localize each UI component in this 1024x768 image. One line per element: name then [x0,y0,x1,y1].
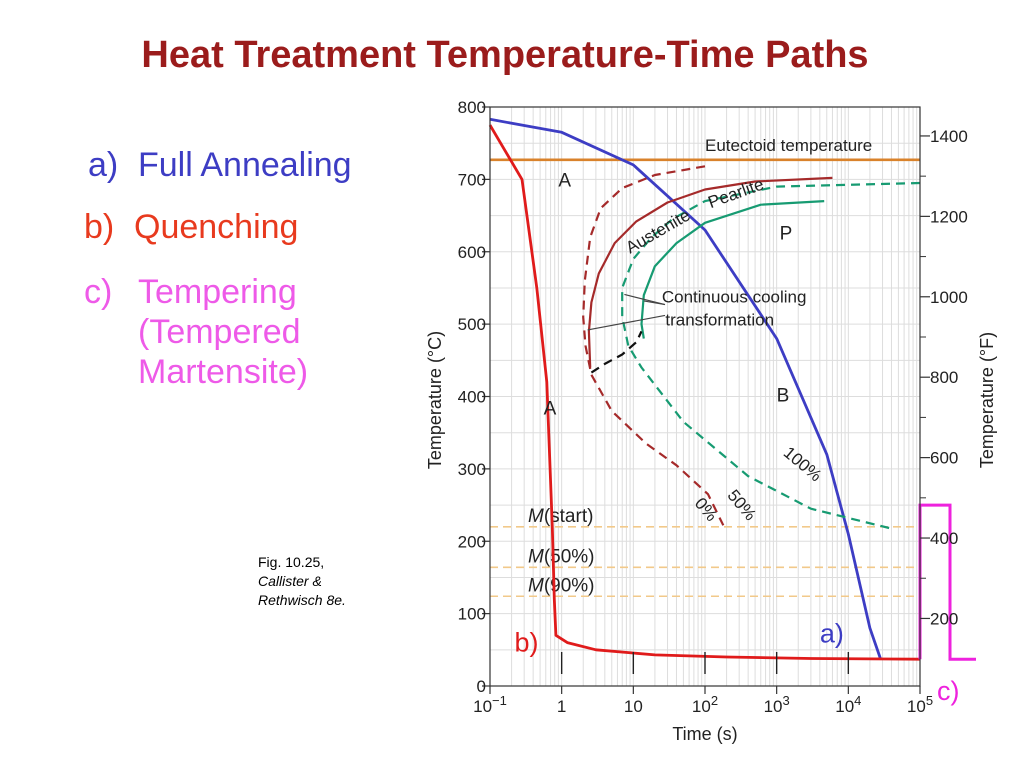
chart-annotation: P [780,223,793,244]
x-tick-label: 1 [557,697,566,716]
chart-series [488,117,976,661]
martensite-label: M(90%) [528,575,595,596]
x-tick-label: 10−1 [473,693,507,716]
chart-annotation: a) [820,619,844,649]
y-right-tick-label: 600 [930,449,958,468]
chart-annotation: 100% [780,443,826,486]
y-tick-label: 200 [458,532,486,551]
chart-annotation: 0% [691,494,721,525]
martensite-label: M(50%) [528,546,595,567]
item-text: Full Annealing [138,146,352,184]
y-tick-label: 0 [477,677,486,696]
y-tick-label: 100 [458,605,486,624]
item-letter: c) [84,273,113,311]
chart-grid [489,107,920,686]
x-tick-label: 10 [624,697,643,716]
caption-line-3: Rethwisch 8e. [258,592,346,608]
item-text-line-3: Martensite) [138,353,309,391]
item-letter: b) [84,208,115,246]
eutectoid-line: Eutectoid temperature [490,136,920,162]
item-letter: a) [88,146,119,184]
chart-annotation: A [558,171,571,192]
figure-caption: Fig. 10.25, Callister & Rethwisch 8e. [258,553,346,610]
chart-annotation: B [777,386,790,407]
list-item-full-annealing: a) Full Annealing [88,146,352,185]
item-text-line-1: Tempering [138,273,297,311]
chart-annotation: transformation [665,311,774,330]
list-item-tempering: c) Tempering (Tempered Martensite) [84,272,308,391]
y-tick-label: 300 [458,460,486,479]
ctt_green-curve [621,181,921,530]
y-right-tick-label: 1400 [930,127,968,146]
martensite-label: M(start) [528,506,593,527]
y-tick-label: 400 [458,388,486,407]
ctt_red-curve [587,176,833,368]
tempering-label: c) [937,676,960,706]
x-tick-label: 103 [764,693,790,716]
y-axis-label: Temperature (°C) [425,331,445,469]
y-right-tick-label: 1000 [930,288,968,307]
ctt_red-curve [582,165,725,526]
y-right-tick-label: 400 [930,529,958,548]
y-tick-label: 700 [458,170,486,189]
x-tick-label: 102 [692,693,718,716]
y-tick-label: 500 [458,315,486,334]
y-right-tick-label: 800 [930,368,958,387]
caption-line-1: Fig. 10.25, [258,554,325,570]
y-right-axis-label: Temperature (°F) [977,332,997,468]
chart-axes: 0100200300400500600700800200400600800100… [425,98,997,744]
y-tick-label: 800 [458,98,486,117]
eutectoid-label: Eutectoid temperature [705,136,872,155]
y-right-tick-label: 200 [930,609,958,628]
chart-annotation: b) [515,627,539,657]
caption-line-2: Callister & [258,573,322,589]
x-axis-label: Time (s) [672,724,737,744]
y-tick-label: 600 [458,243,486,262]
chart-annotation: A [544,399,557,420]
martensite-lines: M(start) M(50%) M(90%) [490,506,920,598]
black_dash-curve [590,330,643,374]
x-tick-label: 104 [835,693,861,716]
y-right-tick-label: 1200 [930,207,968,226]
x-tick-label: 105 [907,693,933,716]
slide-title: Heat Treatment Temperature-Time Paths [141,34,869,76]
list-item-quenching: b) Quenching [84,208,298,247]
ctt-arrow [587,314,666,331]
quench-curve [488,124,921,661]
item-text: Quenching [134,208,299,246]
chart-annotation: Continuous cooling [662,287,807,306]
annealing-curve [489,117,882,659]
ctt-arrow [624,293,666,306]
item-text-line-2: (Tempered [138,313,301,351]
